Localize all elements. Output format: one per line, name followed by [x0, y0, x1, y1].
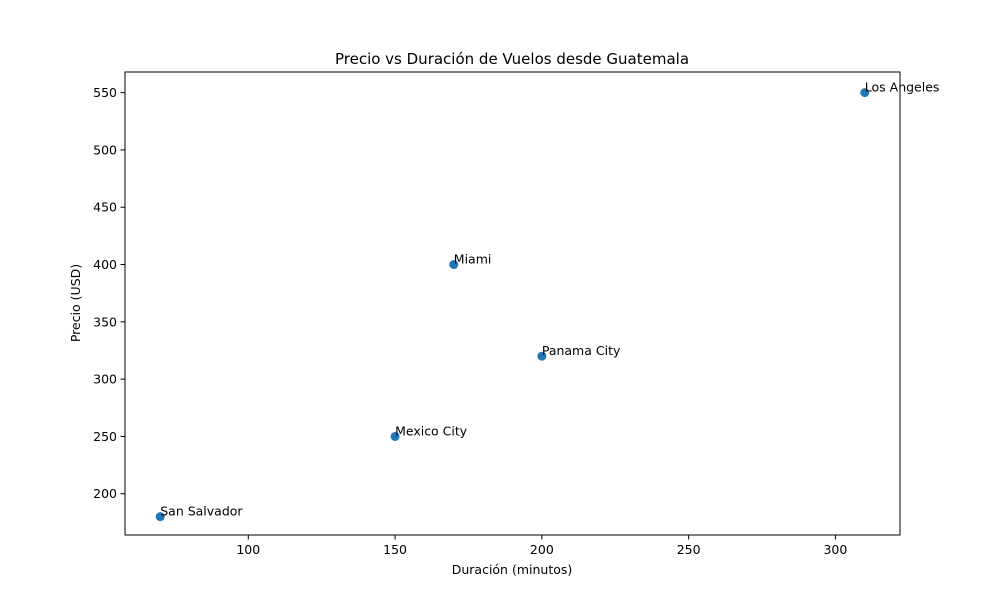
y-tick-label: 450	[93, 200, 117, 215]
y-axis-label: Precio (USD)	[68, 264, 83, 342]
y-tick-label: 200	[93, 486, 117, 501]
data-point	[390, 431, 400, 441]
point-annotation: Los Angeles	[865, 80, 940, 95]
point-annotation: Panama City	[542, 343, 621, 358]
y-tick-label: 550	[93, 85, 117, 100]
x-tick-label: 250	[677, 542, 701, 557]
data-point	[155, 512, 165, 522]
y-tick-label: 500	[93, 142, 117, 157]
data-point	[537, 351, 547, 361]
y-tick-label: 350	[93, 314, 117, 329]
data-point	[449, 260, 459, 270]
plot-area: San Salvador Mexico City Miami Panama City L…	[155, 80, 940, 522]
y-tick-label: 400	[93, 257, 117, 272]
y-tick-label: 250	[93, 429, 117, 444]
data-point	[860, 88, 870, 98]
x-tick-label: 200	[530, 542, 554, 557]
point-annotation: Miami	[454, 252, 492, 267]
point-annotation: San Salvador	[160, 504, 243, 519]
point-annotation: Mexico City	[395, 423, 468, 438]
x-tick-label: 300	[823, 542, 847, 557]
x-axis-label: Duración (minutos)	[452, 562, 573, 577]
plot-frame	[124, 71, 901, 536]
chart-title: Precio vs Duración de Vuelos desde Guate…	[335, 50, 689, 68]
x-tick-label: 100	[236, 542, 260, 557]
x-tick-label: 150	[383, 542, 407, 557]
y-tick-label: 300	[93, 372, 117, 387]
